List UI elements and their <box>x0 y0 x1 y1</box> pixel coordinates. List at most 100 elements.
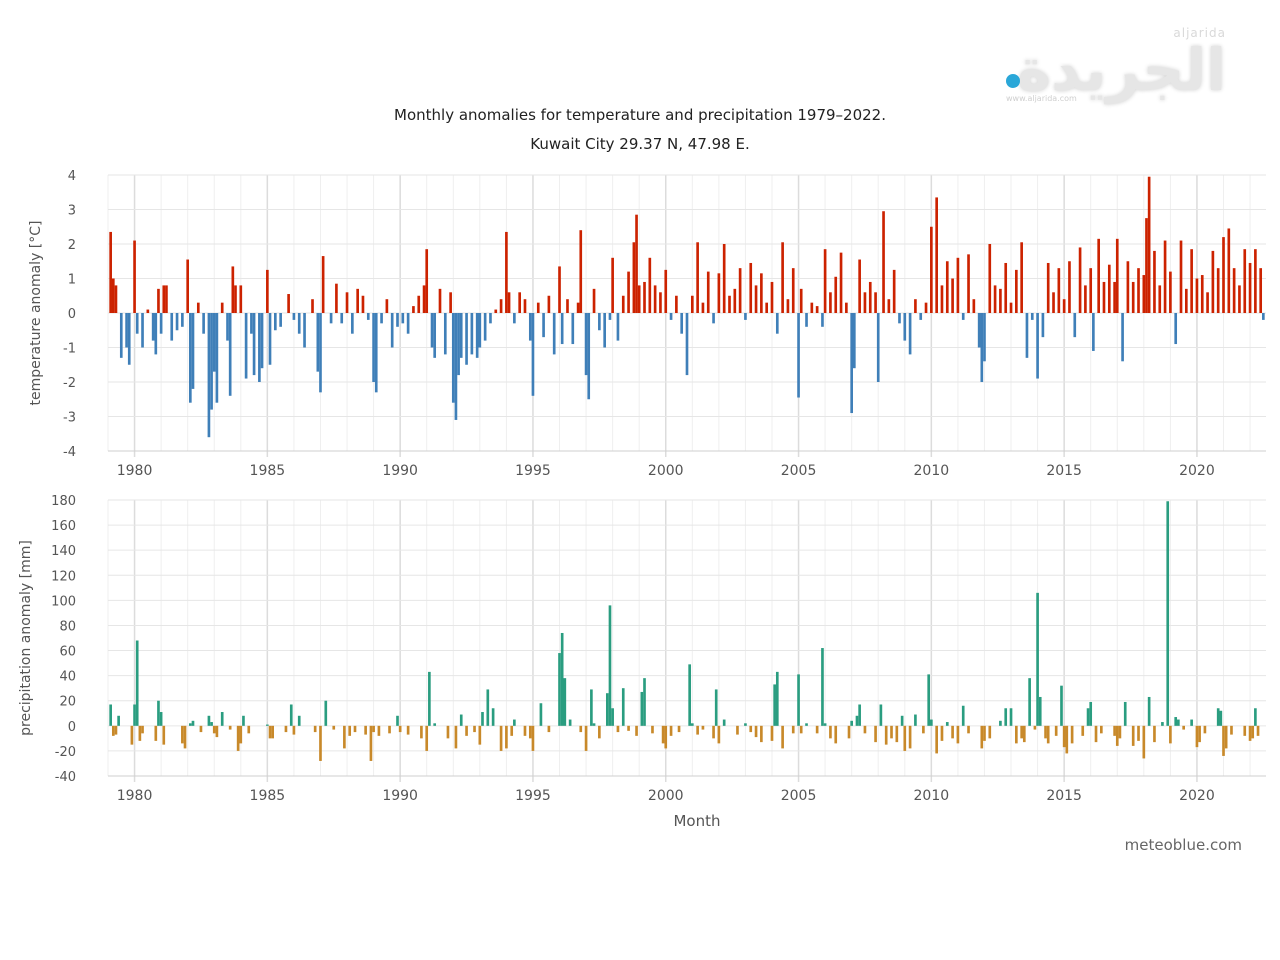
temp-anomaly-bar <box>175 313 179 331</box>
temp-anomaly-bar <box>366 313 370 320</box>
temp-anomaly-bar <box>157 288 160 313</box>
temp-anomaly-bar <box>345 292 349 313</box>
precip-anomaly-bar <box>1174 717 1178 726</box>
temp-anomaly-bar <box>1089 268 1093 313</box>
precip-anomaly-bar <box>364 725 367 735</box>
temp-anomaly-bar <box>316 313 320 372</box>
y-tick-label: -40 <box>55 770 76 785</box>
precip-anomaly-bar <box>513 719 516 726</box>
temp-anomaly-bar <box>1062 299 1066 313</box>
precip-anomaly-bar <box>372 725 375 733</box>
temp-anomaly-bar <box>494 309 498 313</box>
temp-anomaly-bar <box>1052 292 1055 313</box>
temp-anomaly-bar <box>797 313 800 398</box>
x-axis-label: Month <box>673 812 720 830</box>
temp-anomaly-bar <box>1092 313 1095 351</box>
precip-anomaly-bar <box>465 725 468 736</box>
precip-anomaly-bar <box>563 678 567 726</box>
temp-anomaly-bar <box>279 313 282 327</box>
temp-anomaly-bar <box>616 313 620 341</box>
temp-anomaly-bar <box>1057 268 1061 313</box>
precip-anomaly-bar <box>890 725 893 739</box>
precip-anomaly-bar <box>1060 685 1063 726</box>
precip-anomaly-bar <box>220 712 224 726</box>
precip-anomaly-bar <box>701 725 705 730</box>
x-tick-label: 2020 <box>1179 788 1215 804</box>
temp-anomaly-bar <box>417 295 421 313</box>
precip-anomaly-bar <box>242 715 245 726</box>
precip-anomaly-bar <box>805 723 808 726</box>
x-tick-label: 2015 <box>1046 463 1082 479</box>
x-tick-label: 2000 <box>648 463 684 479</box>
temp-anomaly-bar <box>165 285 168 313</box>
x-tick-label: 1995 <box>515 788 551 804</box>
precip-anomaly-bar <box>313 725 317 733</box>
temp-anomaly-bar <box>1211 250 1215 313</box>
temp-anomaly-bar <box>685 313 689 376</box>
precip-anomaly-bar <box>760 725 763 743</box>
temp-anomaly-bar <box>1068 261 1071 313</box>
temp-anomaly-bar <box>207 313 211 438</box>
precip-anomaly-bar <box>117 715 120 726</box>
temp-anomaly-bar <box>1097 238 1101 313</box>
y-tick-label: 0 <box>68 307 76 322</box>
temp-anomaly-bar <box>956 257 960 313</box>
precip-anomaly-bar <box>714 689 718 726</box>
precip-anomaly-bar <box>1256 725 1260 736</box>
temp-anomaly-bar <box>390 313 394 348</box>
precip-anomaly-bar <box>332 725 336 730</box>
y-tick-label: 160 <box>51 519 76 534</box>
temp-anomaly-bar <box>449 292 452 313</box>
precip-anomaly-bar <box>1216 708 1220 726</box>
temp-anomaly-bar <box>1232 268 1236 313</box>
logo-dot-icon <box>1006 74 1020 88</box>
temp-anomaly-bar <box>1115 238 1119 313</box>
temp-anomaly-bar <box>536 302 540 313</box>
precip-anomaly-bar <box>1147 696 1151 726</box>
precip-anomaly-bar <box>454 725 458 749</box>
precip-anomaly-bar <box>420 725 423 739</box>
temp-anomaly-bar <box>454 313 458 420</box>
precip-anomaly-bar <box>956 725 960 744</box>
precip-anomaly-bar <box>863 725 867 734</box>
y-tick-label: 20 <box>59 695 76 710</box>
y-tick-label: 1 <box>68 273 76 288</box>
precip-anomaly-bar <box>773 684 776 726</box>
temp-anomaly-bar <box>821 313 824 327</box>
temp-anomaly-bar <box>1259 268 1263 313</box>
temp-anomaly-bar <box>425 249 429 313</box>
x-tick-label: 1995 <box>515 463 551 479</box>
precip-anomaly-bar <box>1190 719 1193 726</box>
precip-anomaly-bar <box>319 725 322 761</box>
precip-anomaly-bar <box>945 722 949 726</box>
temp-anomaly-bar <box>648 257 652 313</box>
temp-anomaly-bar <box>1084 285 1087 313</box>
temp-anomaly-bar <box>845 302 848 313</box>
temp-anomaly-bar <box>252 313 256 376</box>
temp-anomaly-bar <box>669 313 673 320</box>
precip-anomaly-bar <box>799 725 803 734</box>
precip-anomaly-bar <box>874 725 877 743</box>
temp-anomaly-bar <box>770 281 774 313</box>
temp-anomaly-bar <box>220 302 224 313</box>
precip-anomaly-bar <box>425 725 429 751</box>
precip-anomaly-bar <box>398 725 402 733</box>
precip-anomaly-bar <box>1046 725 1050 744</box>
temp-anomaly-bar <box>1195 278 1199 313</box>
temp-anomaly-bar <box>1030 313 1034 320</box>
temp-anomaly-bar <box>887 299 891 313</box>
precip-anomaly-bar <box>1195 725 1199 748</box>
temp-anomaly-bar <box>576 302 580 313</box>
temp-anomaly-bar <box>775 313 779 334</box>
temp-anomaly-bar <box>733 288 737 313</box>
precip-anomaly-bar <box>815 725 819 734</box>
temp-anomaly-bar <box>1184 288 1188 313</box>
temp-anomaly-bar <box>930 226 933 313</box>
temp-anomaly-bar <box>951 278 954 313</box>
aljarida-logo: aljarida الجريدة www.aljarida.com <box>1000 22 1240 112</box>
temp-anomaly-bar <box>1041 313 1045 338</box>
precip-anomaly-bar <box>210 722 213 726</box>
precip-anomaly-bar <box>592 723 596 726</box>
precip-anomaly-bar <box>207 715 211 726</box>
temp-anomaly-bar <box>329 313 333 324</box>
